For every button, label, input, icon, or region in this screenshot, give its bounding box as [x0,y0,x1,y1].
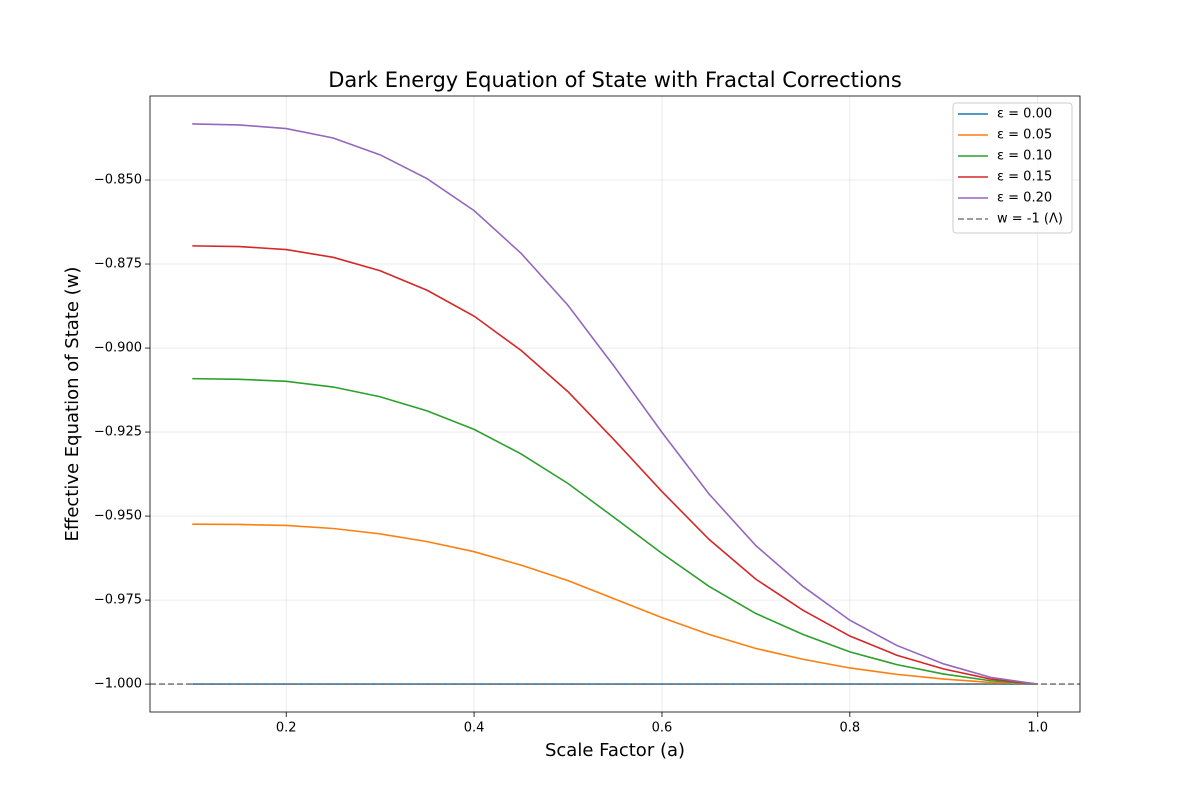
y-tick-label: −0.925 [94,425,142,440]
legend-label: ε = 0.15 [997,170,1052,185]
legend: ε = 0.00 ε = 0.05 ε = 0.10 ε = 0.15 ε = 0.20… [952,102,1073,234]
x-tick-label: 0.6 [652,721,673,736]
y-tick-label: −0.975 [94,593,142,608]
chart-title: Dark Energy Equation of State with Fract… [328,68,902,92]
y-tick-label: −0.850 [94,173,142,188]
x-tick-label: 0.4 [464,721,485,736]
data-line [192,377,1038,685]
y-tick-label: −1.000 [94,677,142,692]
y-tick-label: −0.900 [94,341,142,356]
legend-label: ε = 0.05 [997,128,1052,143]
legend-label: ε = 0.10 [997,149,1052,164]
x-tick-label: 0.2 [276,721,297,736]
plot-frame [149,95,1081,713]
x-tick-label: 0.8 [840,721,861,736]
data-line [192,523,1038,685]
legend-label: w = -1 (Λ) [997,212,1063,227]
x-tick-label: 1.0 [1027,721,1048,736]
data-line [192,123,1038,685]
y-tick-label: −0.950 [94,509,142,524]
legend-label: ε = 0.00 [997,107,1052,122]
legend-label: ε = 0.20 [997,191,1052,206]
y-axis-label: Effective Equation of State (w) [62,267,83,542]
x-axis-label: Scale Factor (a) [545,740,685,761]
data-line [192,245,1038,685]
y-tick-label: −0.875 [94,257,142,272]
